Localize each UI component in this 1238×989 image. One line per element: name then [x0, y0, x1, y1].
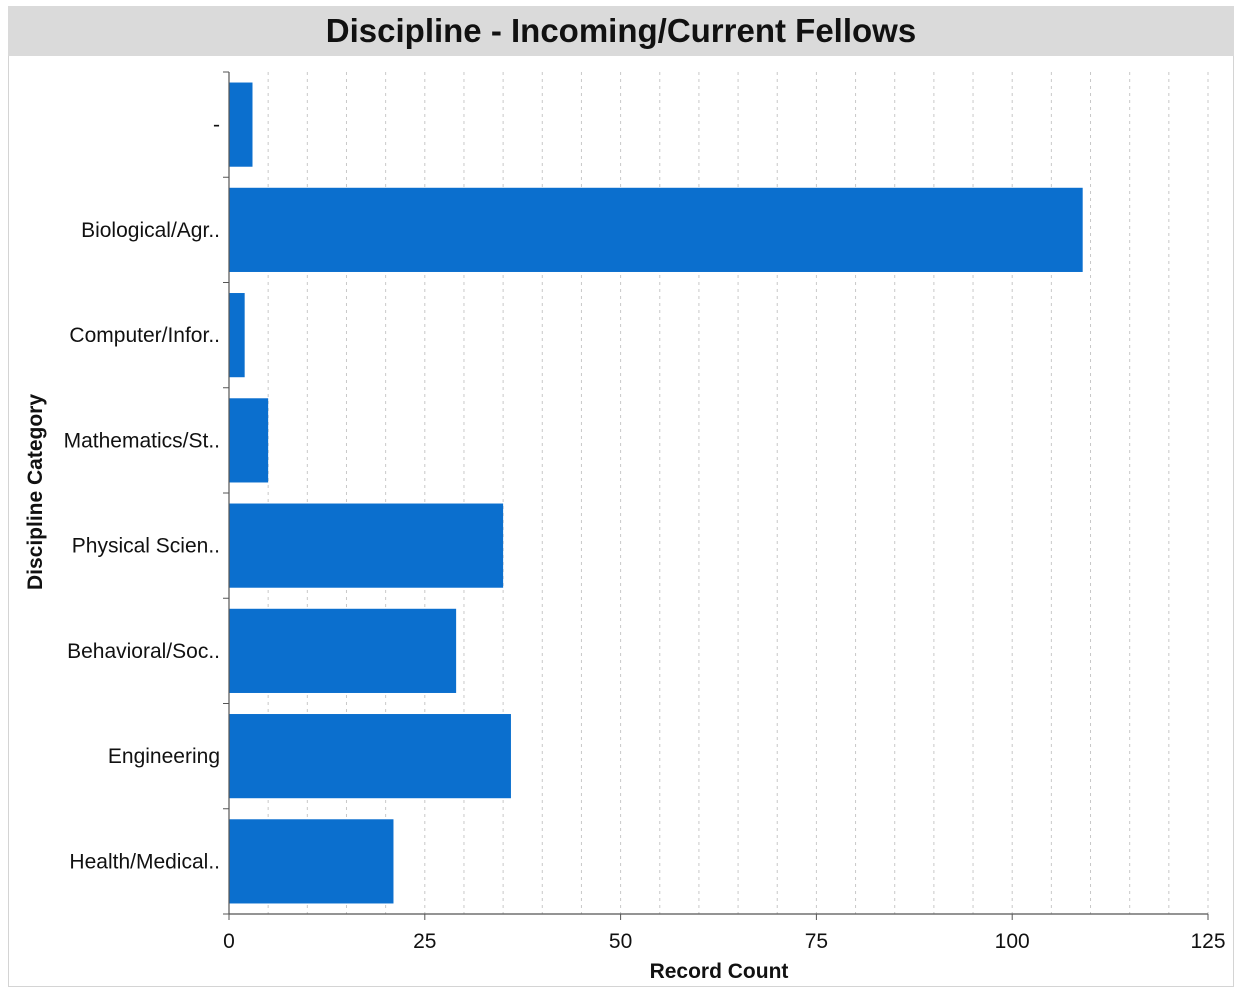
- bar: [229, 608, 457, 693]
- y-tick-labels: - Biological/Agr.. Computer/Infor.. Mathema…: [64, 114, 220, 874]
- y-tick-label: Biological/Agr..: [81, 219, 220, 242]
- x-tick-label: 50: [609, 930, 632, 953]
- y-tick-label: -: [213, 114, 220, 137]
- y-tick-label: Health/Medical..: [69, 850, 220, 873]
- x-tick-label: 0: [223, 930, 235, 953]
- y-tick-label: Behavioral/Soc..: [67, 640, 220, 663]
- bar: [229, 187, 1083, 272]
- bar: [229, 398, 269, 483]
- y-tick-label: Mathematics/St..: [64, 429, 220, 452]
- x-tick-labels: 0 25 50 75 100 125: [223, 930, 1225, 953]
- bar: [229, 503, 504, 588]
- axes: [223, 71, 1209, 920]
- bars: [229, 82, 1083, 904]
- x-tick-label: 75: [805, 930, 828, 953]
- bar: [229, 293, 245, 378]
- x-tick-label: 125: [1190, 930, 1225, 953]
- x-axis-label: Record Count: [650, 960, 789, 983]
- x-tick-label: 25: [413, 930, 436, 953]
- chart-title: Discipline - Incoming/Current Fellows: [8, 6, 1234, 56]
- bar: [229, 82, 253, 167]
- x-tick-label: 100: [995, 930, 1030, 953]
- y-tick-label: Physical Scien..: [72, 535, 220, 558]
- y-tick-label: Engineering: [108, 745, 220, 768]
- bar: [229, 819, 394, 904]
- y-tick-label: Computer/Infor..: [69, 324, 220, 347]
- y-axis-label: Discipline Category: [24, 394, 47, 590]
- bar: [229, 714, 511, 799]
